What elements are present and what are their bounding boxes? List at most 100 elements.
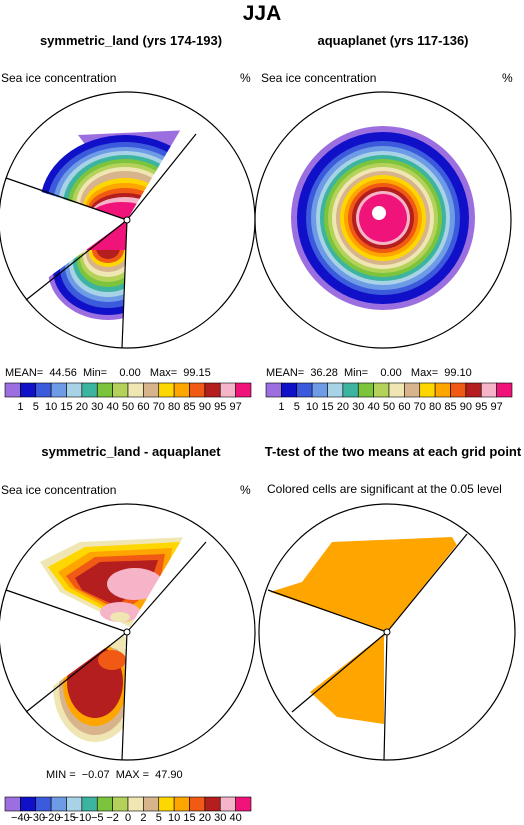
panel-3-contours — [0, 504, 255, 760]
colorbar-swatch — [450, 382, 467, 398]
panel-2-map — [254, 91, 512, 349]
panel-3-map — [0, 503, 256, 761]
colorbar-swatch — [189, 382, 206, 398]
colorbar-tick-label: 90 — [459, 401, 472, 413]
colorbar-swatch — [173, 382, 190, 398]
colorbar-swatch — [143, 796, 160, 812]
colorbar-swatch — [81, 796, 98, 812]
colorbar-tick-label: 95 — [214, 401, 227, 413]
panel-1-map — [0, 91, 256, 349]
colorbar-swatch — [112, 796, 129, 812]
colorbar-swatch — [66, 796, 83, 812]
colorbar-swatch — [465, 382, 482, 398]
colorbar-swatch — [235, 382, 252, 398]
colorbar-swatch — [327, 382, 344, 398]
colorbar-tick-label: 1 — [278, 401, 285, 413]
colorbar-swatch — [342, 382, 359, 398]
colorbar-swatch — [373, 382, 390, 398]
colorbar-swatch — [143, 382, 160, 398]
panel-2-stats: MEAN= 36.28 Min= 0.00 Max= 99.10 — [266, 367, 472, 379]
colorbar-tick-label: −30 — [26, 812, 46, 824]
main-title: JJA — [242, 2, 282, 25]
colorbar-swatch — [20, 382, 37, 398]
colorbar-swatch — [281, 382, 298, 398]
panel-4-subtitle: Colored cells are significant at the 0.0… — [267, 482, 502, 496]
colorbar-swatch — [311, 382, 328, 398]
colorbar-swatch — [127, 382, 144, 398]
colorbar-swatch — [35, 796, 52, 812]
colorbar-tick-label: 60 — [137, 401, 150, 413]
panel-1-contours — [0, 92, 255, 348]
colorbar-tick-label: 1 — [17, 401, 24, 413]
colorbar-tick-label: 30 — [352, 401, 365, 413]
colorbar-swatch — [434, 382, 451, 398]
panel-1-variable: Sea ice concentration — [1, 71, 117, 85]
colorbar-tick-label: 95 — [475, 401, 488, 413]
colorbar-tick-label: 5 — [155, 812, 162, 824]
panel-1-stats: MEAN= 44.56 Min= 0.00 Max= 99.15 — [5, 367, 211, 379]
panel-2-units: % — [502, 71, 513, 85]
colorbar-tick-label: 10 — [168, 812, 181, 824]
colorbar-swatch — [265, 382, 282, 398]
colorbar-swatch — [96, 796, 113, 812]
colorbar-tick-label: 10 — [306, 401, 319, 413]
colorbar-swatch — [404, 382, 421, 398]
colorbar-1-ticks: 1 5 10 15 20 30 40 50 60 70 80 85 90 95 97 — [5, 401, 251, 415]
colorbar-swatch — [50, 796, 67, 812]
colorbar-tick-label: 60 — [398, 401, 411, 413]
colorbar-2-ticks: 1 5 10 15 20 30 40 50 60 70 80 85 90 95 97 — [266, 401, 512, 415]
colorbar-swatch — [204, 382, 221, 398]
panel-4-map — [258, 503, 516, 761]
colorbar-tick-label: 20 — [336, 401, 349, 413]
colorbar-swatch — [480, 382, 497, 398]
colorbar-swatch — [81, 382, 98, 398]
colorbar-tick-label: 15 — [60, 401, 73, 413]
panel-4-title: T-test of the two means at each grid poi… — [264, 444, 522, 459]
panel-4-significance — [259, 504, 515, 760]
colorbar-swatch — [158, 382, 175, 398]
colorbar-tick-label: 20 — [75, 401, 88, 413]
colorbar-swatch — [112, 382, 129, 398]
colorbar-swatch — [4, 796, 21, 812]
colorbar-tick-label: 40 — [367, 401, 380, 413]
colorbar-swatch — [296, 382, 313, 398]
panel-2-title: aquaplanet (yrs 117-136) — [317, 33, 469, 48]
colorbar-tick-label: 97 — [490, 401, 503, 413]
colorbar-swatch — [219, 382, 236, 398]
colorbar-tick-label: 5 — [32, 401, 39, 413]
colorbar-swatch — [96, 382, 113, 398]
colorbar-tick-label: −15 — [57, 812, 76, 824]
colorbar-swatch — [173, 796, 190, 812]
colorbar-swatch — [35, 382, 52, 398]
colorbar-swatch — [388, 382, 405, 398]
colorbar-tick-label: 97 — [229, 401, 242, 413]
colorbar-tick-label: −2 — [106, 812, 119, 824]
colorbar-swatch — [496, 382, 513, 398]
colorbar-tick-label: 5 — [293, 401, 300, 413]
colorbar-tick-label: 80 — [429, 401, 442, 413]
colorbar-tick-label: 90 — [198, 401, 211, 413]
colorbar-tick-label: 80 — [168, 401, 181, 413]
colorbar-swatch — [66, 382, 83, 398]
colorbar-swatch — [419, 382, 436, 398]
colorbar-swatch — [189, 796, 206, 812]
colorbar-swatch — [219, 796, 236, 812]
colorbar-tick-label: −40 — [11, 812, 30, 824]
colorbar-swatch — [4, 382, 21, 398]
colorbar-swatch — [204, 796, 221, 812]
colorbar-tick-label: 40 — [106, 401, 119, 413]
colorbar-tick-label: 15 — [183, 812, 196, 824]
colorbar-tick-label: 70 — [152, 401, 165, 413]
colorbar-swatch — [127, 796, 144, 812]
colorbar-swatch — [235, 796, 252, 812]
colorbar-tick-label: 30 — [214, 812, 227, 824]
colorbar-tick-label: −20 — [41, 812, 61, 824]
colorbar-tick-label: 70 — [413, 401, 426, 413]
colorbar-tick-label: 15 — [321, 401, 334, 413]
colorbar-swatch — [357, 382, 374, 398]
panel-3-stats: MIN = −0.07 MAX = 47.90 — [46, 769, 183, 781]
colorbar-1 — [4, 382, 252, 398]
colorbar-tick-label: 50 — [121, 401, 135, 413]
panel-3-title: symmetric_land - aquaplanet — [41, 444, 221, 459]
panel-1-title: symmetric_land (yrs 174-193) — [39, 33, 223, 48]
